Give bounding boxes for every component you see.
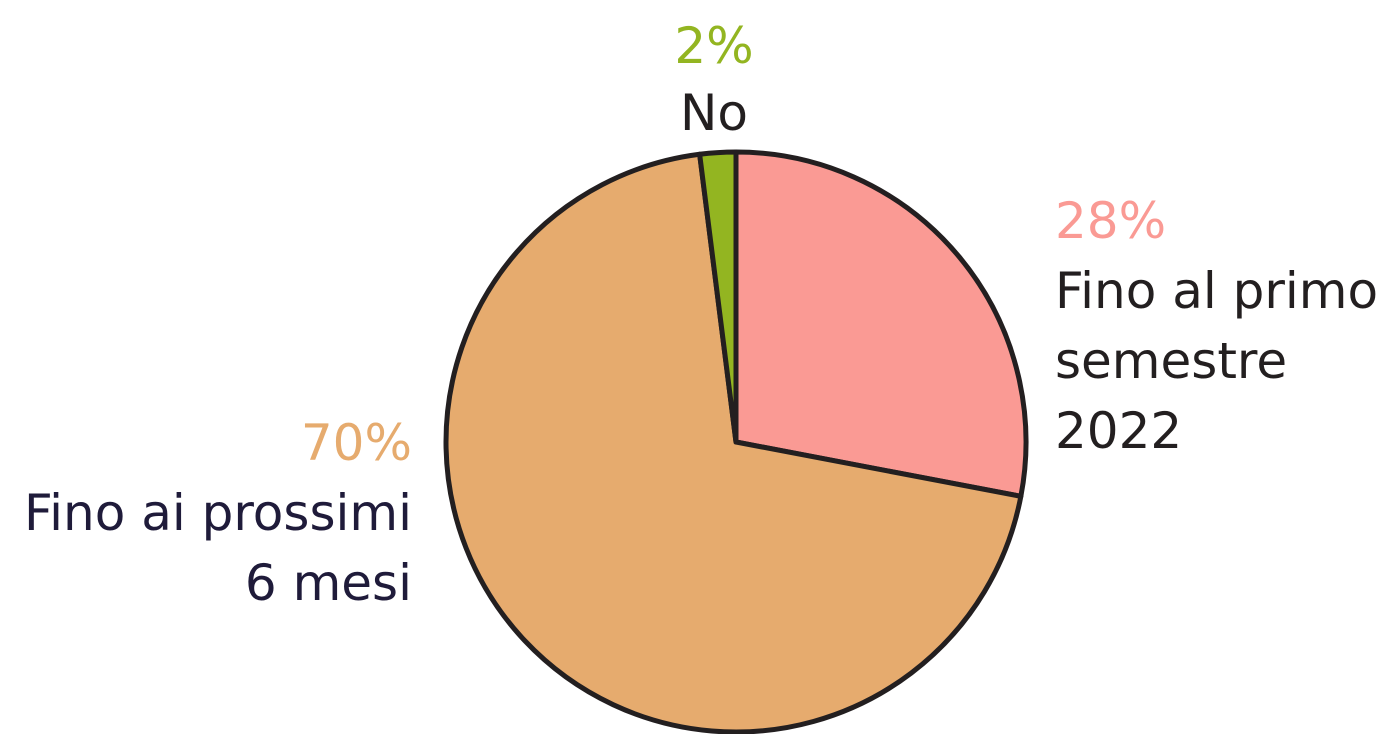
slice-label-fino-al-primo-semestre-line-2: semestre	[1055, 332, 1287, 390]
slice-label-fino-ai-prossimi-line-2: 6 mesi	[245, 554, 412, 612]
pie-slice-no	[697, 149, 739, 445]
slice-label-fino-al-primo-semestre-line-3: 2022	[1055, 402, 1182, 460]
pie-slices	[443, 149, 1029, 734]
slice-label-group-fino-ai-prossimi: 70% Fino ai prossimi 6 mesi	[24, 414, 412, 612]
pie-slice-fino-al-primo-semestre-2022	[733, 149, 1029, 499]
slice-label-fino-ai-prossimi-line-1: Fino ai prossimi	[24, 484, 412, 542]
slice-label-group-no: 2% No	[674, 17, 753, 142]
pie-slice-fino-ai-prossimi-6-mesi	[443, 151, 1024, 734]
slice-label-group-fino-al-primo-semestre: 28% Fino al primo semestre 2022	[1055, 192, 1378, 460]
slice-label-no: No	[680, 84, 748, 142]
slice-value-label-no: 2%	[674, 17, 753, 75]
slice-label-fino-al-primo-semestre-line-1: Fino al primo	[1055, 262, 1378, 320]
slice-value-label-fino-ai-prossimi: 70%	[301, 414, 412, 472]
slice-value-label-fino-al-primo-semestre: 28%	[1055, 192, 1166, 250]
